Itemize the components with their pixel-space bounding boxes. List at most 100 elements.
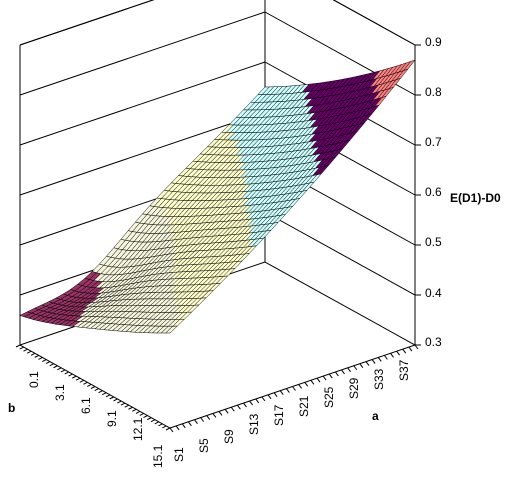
- b-axis-tick: [24, 349, 28, 351]
- y-tick-label: 6.1: [79, 397, 93, 414]
- b-axis-tick: [140, 413, 144, 415]
- y-tick-label: 12.1: [131, 417, 145, 441]
- a-axis-tick: [366, 362, 369, 366]
- b-axis-tick: [95, 389, 99, 391]
- a-axis-tick: [195, 420, 198, 424]
- b-axis-tick: [46, 362, 50, 364]
- a-axis-tick: [342, 370, 345, 374]
- b-axis-tick: [27, 351, 31, 353]
- a-axis-tick: [415, 345, 418, 349]
- a-axis-tick: [219, 411, 222, 415]
- a-axis-tick: [250, 401, 253, 405]
- b-axis-tick: [117, 401, 121, 403]
- z-tick-label: 0.7: [425, 135, 442, 149]
- a-axis-tick: [354, 366, 357, 370]
- a-axis-tick: [213, 413, 216, 417]
- b-axis-tick: [166, 428, 170, 430]
- a-axis-tick: [397, 351, 400, 355]
- b-axis-tick: [54, 366, 58, 368]
- b-axis-tick: [65, 372, 69, 374]
- wall-gridline: [265, 212, 415, 295]
- x-tick-label: S29: [347, 377, 361, 399]
- a-axis-tick: [176, 426, 179, 430]
- y-tick-label: 15.1: [151, 444, 165, 468]
- wall-edge: [265, 0, 415, 45]
- x-tick-label: S5: [197, 438, 211, 453]
- x-tick-label: S37: [397, 359, 411, 381]
- b-axis-tick: [39, 357, 43, 359]
- b-axis-tick: [102, 393, 106, 395]
- b-axis-tick: [84, 382, 88, 384]
- a-axis-tick: [409, 347, 412, 351]
- b-axis-tick: [159, 424, 163, 426]
- b-axis-tick: [125, 405, 129, 407]
- a-axis-tick: [391, 353, 394, 357]
- b-axis-tick: [129, 407, 133, 409]
- b-axis-tick: [42, 360, 46, 362]
- a-axis-tick: [372, 360, 375, 364]
- x-tick-label: S21: [297, 395, 311, 417]
- b-axis-tick: [162, 426, 166, 428]
- b-axis-tick: [106, 395, 110, 397]
- z-axis-title: E(D1)-D0: [450, 191, 501, 205]
- a-axis-tick: [274, 393, 277, 397]
- y-tick-label: 0.1: [27, 371, 41, 388]
- a-axis-tick: [182, 424, 185, 428]
- wall-gridline: [265, 0, 415, 45]
- z-tick-label: 0.9: [425, 35, 442, 49]
- a-axis-tick: [323, 376, 326, 380]
- a-axis-tick: [403, 349, 406, 353]
- x-tick-label: S25: [322, 386, 336, 408]
- a-axis-tick: [188, 422, 191, 426]
- a-axis-tick: [262, 397, 265, 401]
- a-axis-tick: [299, 384, 302, 388]
- b-axis-tick: [147, 418, 151, 420]
- a-axis-tick: [268, 395, 271, 399]
- y-axis-title: b: [8, 401, 15, 415]
- x-tick-label: S1: [172, 447, 186, 462]
- a-axis-tick: [305, 382, 308, 386]
- a-axis-tick: [237, 405, 240, 409]
- b-axis-tick: [114, 399, 118, 401]
- z-tick-label: 0.8: [425, 85, 442, 99]
- wall-gridline: [20, 0, 265, 45]
- a-axis-tick: [384, 355, 387, 359]
- b-axis-tick: [136, 411, 140, 413]
- a-axis-tick: [231, 407, 234, 411]
- a-axis-tick: [311, 380, 314, 384]
- y-tick-label: 3.1: [53, 384, 67, 401]
- wall-gridline: [20, 12, 265, 95]
- b-axis-tick: [155, 422, 159, 424]
- a-axis-tick: [201, 418, 204, 422]
- y-tick-labels: 0.1 3.1 6.1 9.1 12.1 15.1: [27, 371, 165, 468]
- x-tick-label: S9: [222, 429, 236, 444]
- b-axis-tick: [99, 391, 103, 393]
- b-axis-tick: [31, 353, 35, 355]
- b-axis-tick: [69, 374, 73, 376]
- b-axis-tick: [57, 368, 61, 370]
- x-tick-label: S13: [247, 413, 261, 435]
- z-tick-label: 0.3: [425, 335, 442, 349]
- z-tick-label: 0.4: [425, 286, 442, 300]
- wall-edge: [20, 0, 265, 45]
- b-axis-tick: [61, 370, 65, 372]
- b-axis-tick: [35, 355, 39, 357]
- a-axis-tick: [360, 364, 363, 368]
- x-axis-title: a: [372, 409, 379, 423]
- a-axis-tick: [286, 389, 289, 393]
- a-axis-tick: [329, 374, 332, 378]
- b-axis-tick: [144, 416, 148, 418]
- x-tick-label: S17: [272, 404, 286, 426]
- x-tick-label: S33: [372, 368, 386, 390]
- z-tick-label: 0.6: [425, 185, 442, 199]
- b-axis-tick: [87, 384, 91, 386]
- b-axis-tick: [110, 397, 114, 399]
- b-axis-tick: [50, 364, 54, 366]
- a-axis-tick: [293, 387, 296, 391]
- z-tick-labels: 0.3 0.4 0.5 0.6 0.7 0.8 0.9: [425, 35, 442, 349]
- a-axis-tick: [378, 357, 381, 361]
- a-axis-tick: [170, 428, 173, 432]
- wall-gridline: [265, 262, 415, 345]
- a-axis-tick: [348, 368, 351, 372]
